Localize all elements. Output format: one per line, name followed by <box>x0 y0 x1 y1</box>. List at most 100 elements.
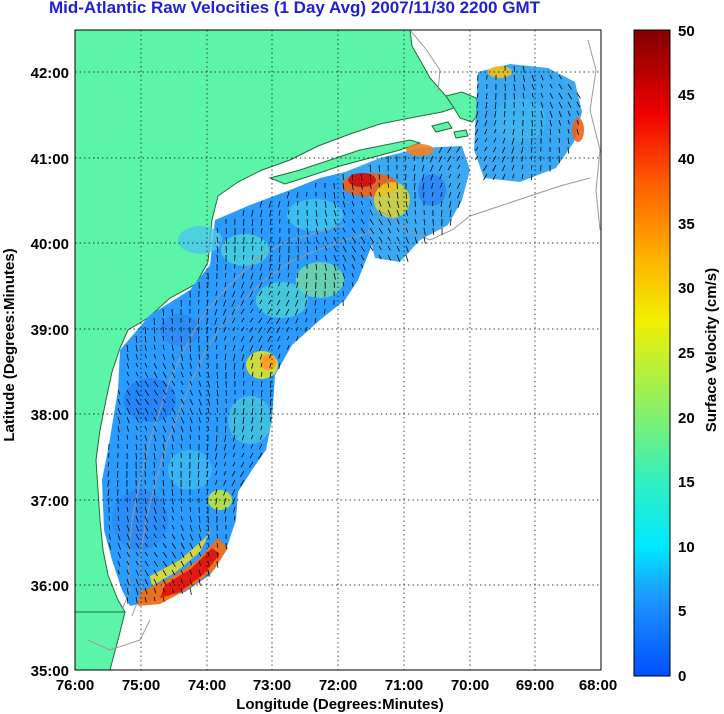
velocity-vector <box>126 443 128 449</box>
velocity-vector <box>117 515 120 521</box>
velocity-vector <box>549 110 553 118</box>
velocity-vector <box>306 236 309 244</box>
velocity-vector <box>421 164 425 172</box>
velocity-vector <box>180 506 183 512</box>
velocity-vector <box>260 416 263 423</box>
velocity-vector <box>198 353 201 360</box>
velocity-vector <box>251 407 254 415</box>
velocity-vector <box>117 434 119 441</box>
velocity-vector <box>269 371 272 378</box>
velocity-vector <box>333 236 337 242</box>
velocity-vector <box>231 488 236 496</box>
colorbar-tick: 15 <box>678 474 695 491</box>
velocity-vector <box>153 488 156 495</box>
velocity-vector <box>405 245 409 253</box>
velocity-vector <box>171 380 176 387</box>
velocity-vector <box>233 362 236 370</box>
velocity-vector <box>223 470 227 476</box>
velocity-vector <box>224 272 227 278</box>
velocity-vector <box>360 209 364 215</box>
colorbar-tick: 50 <box>678 23 695 40</box>
velocity-vector <box>162 560 168 568</box>
velocity-vector <box>189 551 193 558</box>
velocity-vector <box>484 146 488 152</box>
velocity-vector <box>232 434 236 442</box>
velocity-vector <box>342 209 346 216</box>
velocity-vector <box>549 74 553 80</box>
velocity-vector <box>135 353 138 360</box>
velocity-vector <box>107 479 110 487</box>
velocity-vector <box>414 218 417 224</box>
title-bar: Mid-Atlantic Raw Velocities (1 Day Avg) … <box>0 0 724 22</box>
velocity-vector <box>405 227 409 233</box>
velocity-vector <box>315 245 318 251</box>
velocity-vector <box>162 308 165 317</box>
velocity-vector <box>387 236 391 242</box>
velocity-vector <box>207 362 209 368</box>
velocity-vector <box>171 344 174 351</box>
velocity-vector <box>224 335 227 341</box>
gridlines <box>75 30 601 670</box>
velocity-vector <box>153 416 157 422</box>
velocity-vector <box>484 119 488 127</box>
velocity-vector <box>387 254 392 261</box>
velocity-vector <box>144 443 147 451</box>
velocity-vector <box>126 362 130 369</box>
velocity-vector <box>198 560 201 566</box>
velocity-vector <box>153 497 156 505</box>
velocity-vector <box>180 416 185 424</box>
velocity-vector <box>295 308 299 316</box>
velocity-vector <box>342 218 346 224</box>
velocity-vector <box>162 317 164 325</box>
velocity-vector <box>144 560 149 567</box>
velocity-vector <box>333 191 336 199</box>
velocity-vector <box>180 362 184 370</box>
colorbar-tick: 5 <box>678 603 686 620</box>
velocity-vector <box>287 272 290 278</box>
velocity-vector <box>405 236 409 243</box>
velocity-vector <box>171 308 173 316</box>
velocity-vector <box>369 245 374 252</box>
y-tick-label: 39:00 <box>31 322 69 339</box>
velocity-vector <box>117 506 119 512</box>
velocity-vector <box>576 110 580 116</box>
velocity-vector <box>259 200 263 208</box>
velocity-vector <box>189 407 194 415</box>
velocity-vector <box>224 506 227 514</box>
x-tick-label: 76:00 <box>56 677 94 694</box>
velocity-vector <box>162 488 165 496</box>
velocity-vector <box>449 200 452 208</box>
velocity-vector <box>231 308 236 316</box>
velocity-vector <box>216 254 219 263</box>
velocity-vector <box>285 299 290 307</box>
velocity-vector <box>342 254 347 262</box>
velocity-vector <box>324 263 327 271</box>
velocity-vector <box>269 254 272 262</box>
velocity-vector <box>258 326 263 333</box>
velocity-vector <box>189 533 194 541</box>
patch-yellow <box>488 66 512 78</box>
velocity-vector <box>251 434 254 440</box>
velocity-vector <box>287 281 290 287</box>
velocity-vector <box>252 389 254 397</box>
velocity-vector <box>234 371 236 379</box>
velocity-vector <box>249 299 254 306</box>
velocity-vector <box>216 389 219 397</box>
velocity-vector <box>278 209 281 216</box>
velocity-vector <box>494 101 497 110</box>
velocity-vector <box>162 416 167 423</box>
velocity-vector <box>207 416 210 422</box>
velocity-vector <box>153 443 156 451</box>
velocity-vector <box>126 371 130 377</box>
velocity-vector <box>206 299 209 305</box>
velocity-vector <box>360 236 366 244</box>
velocity-vector <box>249 344 254 352</box>
velocity-vector <box>126 344 129 352</box>
land-delmarva <box>75 611 126 670</box>
velocity-vector <box>207 290 209 296</box>
velocity-vector <box>250 308 254 314</box>
velocity-vector <box>268 272 272 280</box>
velocity-vector <box>153 389 159 396</box>
velocity-vector <box>249 281 254 289</box>
velocity-vector <box>521 164 524 170</box>
